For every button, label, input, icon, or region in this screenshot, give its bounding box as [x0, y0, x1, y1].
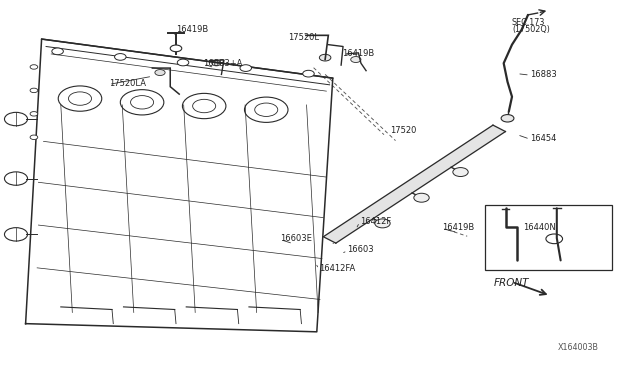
Text: 17520L: 17520L [288, 33, 319, 42]
Circle shape [240, 65, 252, 71]
Text: 17520: 17520 [390, 126, 417, 135]
Circle shape [303, 70, 314, 77]
Circle shape [155, 70, 165, 76]
Circle shape [30, 88, 38, 93]
Text: SEC.173: SEC.173 [512, 18, 545, 27]
Text: FRONT: FRONT [494, 279, 529, 288]
Circle shape [52, 48, 63, 55]
Polygon shape [323, 125, 506, 243]
Circle shape [30, 135, 38, 140]
Circle shape [177, 59, 189, 66]
Circle shape [30, 65, 38, 69]
Circle shape [375, 219, 390, 228]
Circle shape [351, 57, 361, 62]
Circle shape [453, 168, 468, 177]
Circle shape [115, 54, 126, 60]
Text: 16883+A: 16883+A [204, 59, 243, 68]
Bar [485, 205, 612, 270]
Circle shape [414, 193, 429, 202]
Text: 16412FA: 16412FA [319, 264, 355, 273]
Text: 16454: 16454 [530, 134, 556, 143]
Circle shape [170, 45, 182, 52]
Circle shape [30, 112, 38, 116]
Text: 16603E: 16603E [280, 234, 312, 243]
Text: 16603: 16603 [348, 246, 374, 254]
Text: 16440N: 16440N [524, 223, 556, 232]
Text: 16883: 16883 [530, 70, 557, 79]
Text: (17502Q): (17502Q) [512, 25, 550, 33]
Circle shape [319, 54, 331, 61]
Text: X164003B: X164003B [558, 343, 599, 352]
Circle shape [501, 115, 514, 122]
Circle shape [212, 61, 221, 66]
Text: 16419B: 16419B [176, 25, 208, 34]
Text: 16412F: 16412F [360, 217, 391, 226]
Text: 16419B: 16419B [342, 49, 374, 58]
Text: 17520LA: 17520LA [109, 79, 146, 88]
Text: 16419B: 16419B [442, 223, 474, 232]
